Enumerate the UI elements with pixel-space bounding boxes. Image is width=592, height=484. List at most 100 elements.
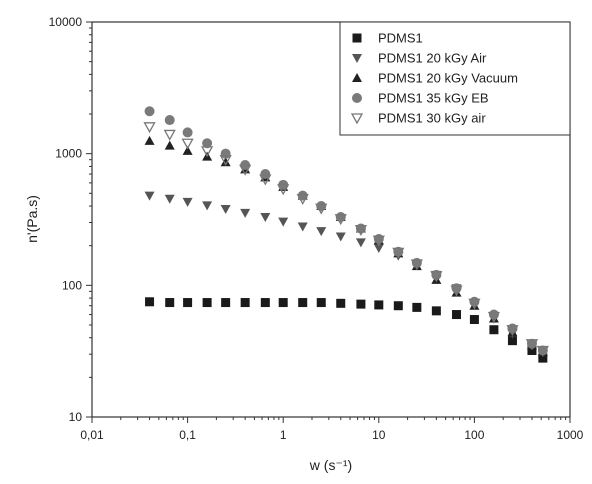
data-point [335,232,346,242]
data-point [431,306,441,316]
x-tick-label: 1000 [557,428,584,442]
data-point [316,227,327,237]
data-point [392,247,405,259]
data-point [240,298,250,308]
x-tick-label: 0,1 [179,428,196,442]
series-0 [145,297,548,363]
data-point [202,201,213,211]
data-point [219,155,232,167]
data-point [260,298,270,308]
data-point [202,298,212,308]
legend-label: PDMS1 35 kGy EB [378,91,489,106]
data-point [538,353,548,363]
data-point [182,127,193,138]
data-point [468,298,481,310]
legend-box [339,21,571,136]
data-point [278,217,289,227]
data-point [354,224,368,236]
series-4 [143,122,549,357]
data-point [165,298,175,308]
x-axis-label: w (s⁻¹) [309,457,352,473]
data-point [297,190,308,201]
legend-label: PDMS1 [378,31,423,46]
data-point [239,164,252,176]
data-point [450,285,463,297]
data-point [182,197,193,207]
data-point [240,208,251,218]
y-axis: 10 100 1000 10000 [49,15,92,424]
data-point [259,174,272,186]
series-1 [144,191,548,358]
series-2 [144,135,548,357]
data-point [525,339,539,351]
data-point [164,115,175,126]
legend-marker [352,73,362,82]
data-point [469,315,479,325]
data-point [316,298,326,308]
data-point [487,311,501,323]
data-point [260,169,271,180]
data-point [221,298,231,308]
legend-marker [350,113,364,125]
data-point [296,194,309,206]
data-point [393,301,403,311]
data-point [143,122,156,134]
data-point [315,203,328,215]
legend-marker [352,33,362,43]
data-point [336,298,346,308]
y-axis-label: n'(Pa.s) [24,195,40,243]
legend-marker [352,54,362,63]
data-point [163,129,176,141]
data-point [278,298,288,308]
data-point [220,204,231,214]
data-point [410,259,423,271]
series-3 [144,106,548,356]
y-tick-label: 1000 [55,147,82,161]
data-point [220,157,231,167]
data-point [527,345,537,355]
legend-marker [352,93,362,103]
data-point [144,191,155,201]
plot-frame [91,21,571,418]
data-point [297,222,308,232]
legend-label: PDMS1 30 kGy air [378,111,486,126]
data-point [145,297,155,307]
x-tick-label: 100 [464,428,484,442]
data-point [202,138,213,149]
data-points [143,106,549,363]
x-tick-label: 10 [372,428,386,442]
data-point [144,106,155,117]
legend: PDMS1 PDMS1 20 kGy Air PDMS1 20 kGy Vacuum… [339,21,571,136]
data-point [489,325,499,335]
y-tick-label: 100 [62,278,82,292]
data-point [181,138,194,150]
data-point [201,146,214,158]
y-tick-label: 10 [69,410,83,424]
data-point [260,213,271,223]
data-point [373,244,384,254]
x-tick-label: 0,01 [80,428,104,442]
data-point [372,235,385,247]
data-point [452,310,462,320]
data-point [298,298,308,308]
data-point [182,145,193,155]
data-point [183,298,193,308]
data-point [164,140,175,150]
data-point [277,184,290,196]
data-point [537,345,548,356]
data-point [334,214,347,226]
data-point [393,246,404,257]
data-point [506,325,519,337]
x-axis: 0,01 0,1 1 10 100 1000 [80,417,584,442]
data-point [507,336,517,346]
data-point [526,338,537,349]
data-point [536,345,549,357]
legend-label: PDMS1 20 kGy Vacuum [378,71,518,86]
data-point [374,300,384,310]
data-point [412,302,422,312]
data-point [355,238,366,248]
data-point [430,271,443,283]
data-point [356,299,366,309]
